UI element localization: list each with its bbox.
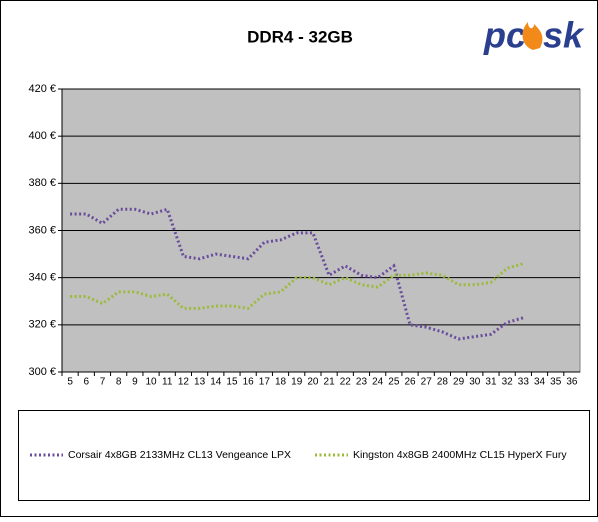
x-tick-label: 20 bbox=[307, 377, 319, 388]
x-tick-label: 35 bbox=[550, 377, 562, 388]
x-tick-label: 13 bbox=[194, 377, 206, 388]
x-tick-label: 30 bbox=[469, 377, 481, 388]
legend-box bbox=[18, 410, 590, 501]
x-tick-label: 24 bbox=[372, 377, 384, 388]
logo: pc bbox=[483, 15, 526, 56]
y-tick-label: 340 € bbox=[28, 272, 56, 284]
x-tick-label: 28 bbox=[437, 377, 449, 388]
x-tick-label: 22 bbox=[340, 377, 352, 388]
y-tick-label: 360 € bbox=[28, 224, 56, 236]
x-tick-label: 23 bbox=[356, 377, 368, 388]
x-tick-label: 9 bbox=[132, 377, 138, 388]
y-tick-label: 400 € bbox=[28, 130, 56, 142]
x-tick-label: 12 bbox=[178, 377, 190, 388]
x-tick-label: 17 bbox=[259, 377, 271, 388]
legend-label: Kingston 4x8GB 2400MHz CL15 HyperX Fury bbox=[353, 449, 567, 461]
x-tick-label: 26 bbox=[404, 377, 416, 388]
series-line bbox=[70, 262, 524, 310]
logo-flame bbox=[522, 22, 543, 50]
x-tick-label: 7 bbox=[100, 377, 106, 388]
chart-title: DDR4 - 32GB bbox=[247, 27, 353, 46]
x-tick-label: 31 bbox=[485, 377, 497, 388]
y-tick-label: 300 € bbox=[28, 366, 56, 378]
y-tick-label: 320 € bbox=[28, 319, 56, 331]
x-tick-label: 34 bbox=[534, 377, 546, 388]
x-tick-label: 8 bbox=[116, 377, 122, 388]
x-tick-label: 6 bbox=[84, 377, 90, 388]
x-tick-label: 27 bbox=[421, 377, 433, 388]
y-tick-label: 420 € bbox=[28, 83, 56, 95]
x-tick-label: 32 bbox=[502, 377, 514, 388]
x-tick-label: 14 bbox=[210, 377, 222, 388]
x-tick-label: 10 bbox=[145, 377, 157, 388]
x-tick-label: 29 bbox=[453, 377, 465, 388]
logo: sk bbox=[543, 15, 585, 56]
x-tick-label: 18 bbox=[275, 377, 287, 388]
x-tick-label: 36 bbox=[566, 377, 578, 388]
x-tick-label: 15 bbox=[226, 377, 238, 388]
legend-label: Corsair 4x8GB 2133MHz CL13 Vengeance LPX bbox=[68, 449, 291, 461]
x-tick-label: 11 bbox=[162, 377, 173, 388]
series-line bbox=[70, 207, 524, 341]
x-tick-label: 25 bbox=[388, 377, 400, 388]
y-tick-label: 380 € bbox=[28, 177, 56, 189]
x-tick-label: 33 bbox=[518, 377, 530, 388]
x-tick-label: 16 bbox=[243, 377, 255, 388]
x-tick-label: 21 bbox=[324, 377, 336, 388]
x-tick-label: 5 bbox=[67, 377, 73, 388]
x-tick-label: 19 bbox=[291, 377, 303, 388]
